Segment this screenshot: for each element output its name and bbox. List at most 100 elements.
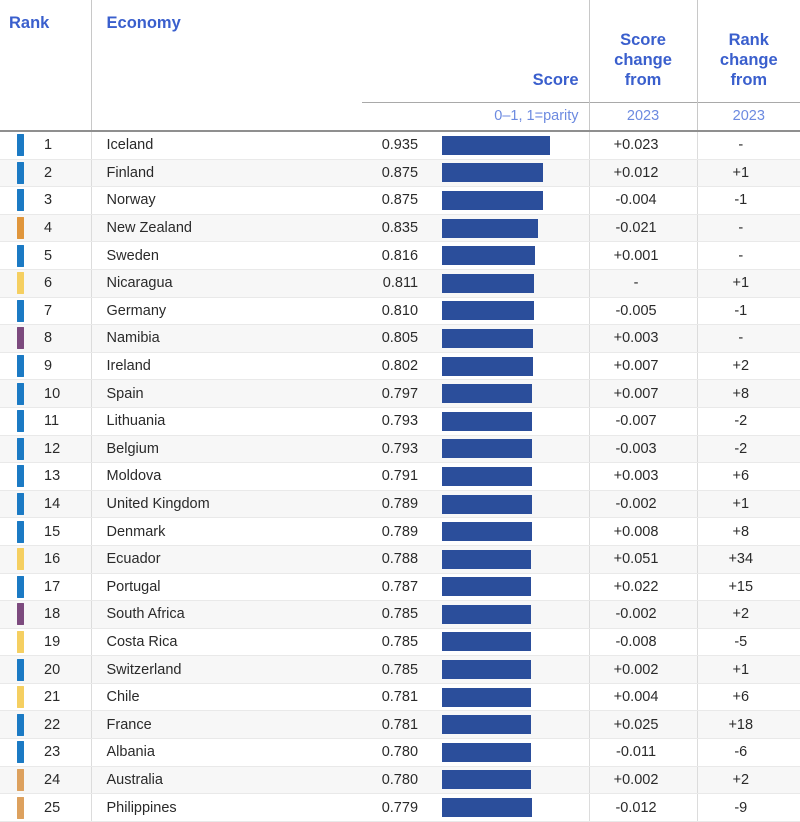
- cell-economy[interactable]: New Zealand: [90, 214, 363, 243]
- cell-score-bar: [428, 129, 590, 160]
- table-row[interactable]: 4 New Zealand 0.835 -0.021-: [0, 214, 800, 243]
- cell-economy[interactable]: Denmark: [90, 517, 363, 546]
- cell-score-bar: [428, 435, 590, 464]
- region-color-cell: [0, 490, 30, 519]
- column-header-score-change: Score change from: [588, 0, 698, 102]
- table-row[interactable]: 12 Belgium 0.793 -0.003 -2: [0, 435, 800, 464]
- cell-rank: 1: [30, 129, 92, 160]
- region-color-cell: [0, 241, 30, 270]
- score-bar-fill: [442, 411, 533, 431]
- table-row[interactable]: 20 Switzerland 0.785 +0.002 +1: [0, 655, 800, 684]
- column-header-rank-change: Rank change from: [696, 0, 800, 102]
- table-row[interactable]: 2 Finland 0.875 +0.012 +1: [0, 159, 800, 188]
- cell-economy[interactable]: Australia: [90, 766, 363, 795]
- cell-economy[interactable]: South Africa: [90, 600, 363, 629]
- table-row[interactable]: 10 Spain 0.797 +0.007 +8: [0, 379, 800, 408]
- cell-economy[interactable]: Lithuania: [90, 407, 363, 436]
- cell-economy[interactable]: Philippines: [90, 793, 363, 822]
- region-color-cell: [0, 214, 30, 243]
- score-bar-track: [428, 215, 589, 242]
- cell-score-change: +0.007: [588, 379, 698, 408]
- cell-rank: 10: [30, 379, 92, 408]
- region-color-cell: [0, 683, 30, 712]
- cell-economy[interactable]: Moldova: [90, 462, 363, 491]
- region-swatch-icon: [17, 327, 24, 350]
- cell-rank-change: +1: [696, 269, 800, 298]
- cell-rank-change: +8: [696, 517, 800, 546]
- score-bar-track: [428, 518, 589, 545]
- cell-economy[interactable]: Sweden: [90, 241, 363, 270]
- cell-economy[interactable]: Albania: [90, 738, 363, 767]
- cell-rank-change: +18: [696, 710, 800, 740]
- cell-rank: 5: [30, 241, 92, 270]
- table-row[interactable]: 24 Australia 0.780 +0.002 +2: [0, 766, 800, 795]
- cell-score: 0.785: [362, 600, 429, 629]
- cell-economy[interactable]: Namibia: [90, 324, 363, 353]
- cell-economy[interactable]: Ecuador: [90, 545, 363, 574]
- cell-score: 0.789: [362, 490, 429, 519]
- region-swatch-icon: [17, 796, 24, 819]
- cell-rank: 16: [30, 545, 92, 574]
- cell-rank: 20: [30, 655, 92, 684]
- cell-economy[interactable]: Switzerland: [90, 655, 363, 684]
- cell-economy[interactable]: Belgium: [90, 435, 363, 464]
- cell-economy[interactable]: Spain: [90, 379, 363, 408]
- table-row[interactable]: 9 Ireland 0.802 +0.007 +2: [0, 352, 800, 381]
- cell-score-bar: [428, 628, 590, 657]
- score-bar-track: [428, 353, 589, 380]
- cell-rank: 15: [30, 517, 92, 546]
- cell-rank: 2: [30, 159, 92, 188]
- cell-rank-change: +1: [696, 159, 800, 188]
- table-row[interactable]: 1 Iceland 0.935 +0.023-: [0, 129, 800, 160]
- region-color-cell: [0, 435, 30, 464]
- table-row[interactable]: 17 Portugal 0.787 +0.022 +15: [0, 573, 800, 602]
- table-row[interactable]: 14 United Kingdom 0.789 -0.002 +1: [0, 490, 800, 519]
- cell-economy[interactable]: France: [90, 710, 363, 740]
- table-row[interactable]: 3 Norway 0.875 -0.004 -1: [0, 186, 800, 215]
- cell-economy[interactable]: Iceland: [90, 129, 363, 160]
- region-swatch-icon: [17, 189, 24, 212]
- table-row[interactable]: 18 South Africa 0.785 -0.002 +2: [0, 600, 800, 629]
- table-row[interactable]: 21 Chile 0.781 +0.004 +6: [0, 683, 800, 712]
- score-bar-track: [428, 160, 589, 187]
- region-color-cell: [0, 186, 30, 215]
- table-row[interactable]: 6 Nicaragua 0.811 - +1: [0, 269, 800, 298]
- cell-economy[interactable]: Nicaragua: [90, 269, 363, 298]
- table-row[interactable]: 7 Germany 0.810 -0.005 -1: [0, 297, 800, 326]
- region-swatch-icon: [17, 520, 24, 543]
- table-row[interactable]: 23 Albania 0.780 -0.011 -6: [0, 738, 800, 767]
- column-header-score: Score: [362, 0, 590, 102]
- cell-economy[interactable]: Costa Rica: [90, 628, 363, 657]
- cell-economy[interactable]: Finland: [90, 159, 363, 188]
- cell-economy[interactable]: Ireland: [90, 352, 363, 381]
- table-row[interactable]: 8 Namibia 0.805 +0.003-: [0, 324, 800, 353]
- table-row[interactable]: 5 Sweden 0.816 +0.001-: [0, 241, 800, 270]
- cell-economy[interactable]: United Kingdom: [90, 490, 363, 519]
- cell-score: 0.793: [362, 435, 429, 464]
- table-row[interactable]: 13 Moldova 0.791 +0.003 +6: [0, 462, 800, 491]
- score-bar-fill: [442, 660, 532, 680]
- region-color-cell: [0, 517, 30, 546]
- table-row[interactable]: 16 Ecuador 0.788 +0.051 +34: [0, 545, 800, 574]
- score-bar-fill: [442, 798, 533, 818]
- table-row[interactable]: 19 Costa Rica 0.785 -0.008 -5: [0, 628, 800, 657]
- cell-score-change: +0.007: [588, 352, 698, 381]
- cell-economy[interactable]: Germany: [90, 297, 363, 326]
- cell-economy[interactable]: Portugal: [90, 573, 363, 602]
- table-row[interactable]: 15 Denmark 0.789 +0.008 +8: [0, 517, 800, 546]
- cell-score: 0.811: [362, 269, 429, 298]
- cell-economy[interactable]: Chile: [90, 683, 363, 712]
- cell-economy[interactable]: Norway: [90, 186, 363, 215]
- table-row[interactable]: 22 France 0.781 +0.025 +18: [0, 710, 800, 740]
- cell-score-bar: [428, 241, 590, 270]
- cell-score-change: +0.023: [588, 129, 698, 160]
- unit-header-score-change: 2023: [588, 101, 698, 131]
- score-bar-track: [428, 325, 589, 352]
- table-row[interactable]: 25 Philippines 0.779 -0.012 -9: [0, 793, 800, 822]
- table-row[interactable]: 11 Lithuania 0.793 -0.007 -2: [0, 407, 800, 436]
- cell-score: 0.935: [362, 129, 429, 160]
- cell-score-bar: [428, 462, 590, 491]
- cell-score: 0.789: [362, 517, 429, 546]
